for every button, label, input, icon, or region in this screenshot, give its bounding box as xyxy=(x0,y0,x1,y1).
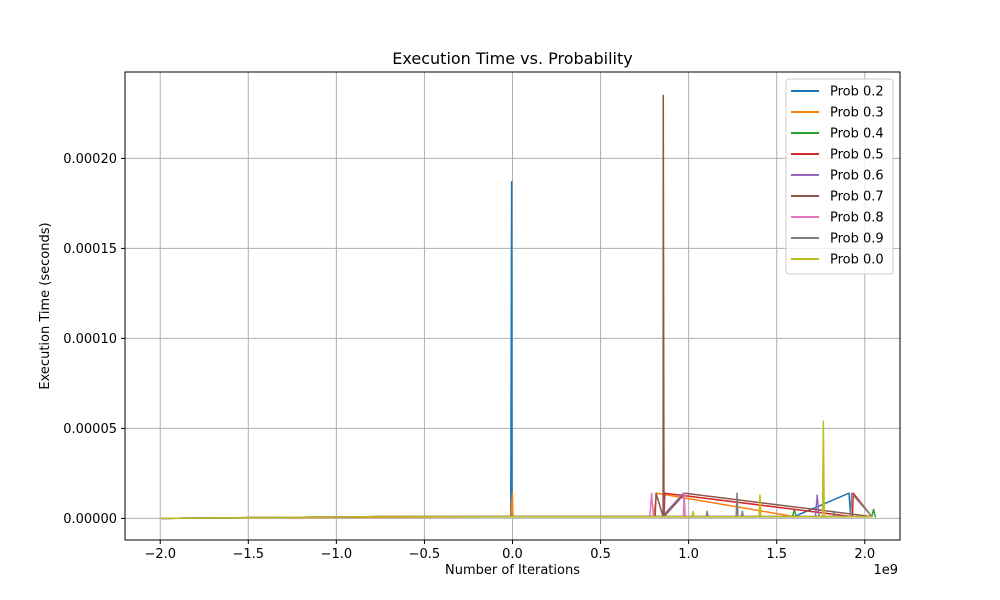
x-tick-label: 0.0 xyxy=(502,547,523,562)
legend-entry-label: Prob 0.8 xyxy=(830,211,884,226)
series-line-prob-00 xyxy=(161,420,873,520)
y-tick-label: 0.00000 xyxy=(63,512,117,527)
legend-entry-label: Prob 0.9 xyxy=(830,232,884,247)
x-tick-label: 0.5 xyxy=(590,547,611,562)
y-tick-label: 0.00015 xyxy=(63,242,117,257)
x-tick-label: −2.0 xyxy=(144,547,176,562)
y-tick-label: 0.00005 xyxy=(63,422,117,437)
legend-entry-label: Prob 0.7 xyxy=(830,190,884,205)
x-tick-label: −0.5 xyxy=(409,547,441,562)
x-tick-label: −1.0 xyxy=(321,547,353,562)
y-tick-label: 0.00020 xyxy=(63,152,117,167)
legend-entry-label: Prob 0.5 xyxy=(830,148,884,163)
legend-entry-label: Prob 0.4 xyxy=(830,127,884,142)
x-axis-offset-label: 1e9 xyxy=(873,563,898,578)
chart-title: Execution Time vs. Probability xyxy=(392,49,632,68)
x-tick-label: 1.0 xyxy=(678,547,699,562)
y-axis-label: Execution Time (seconds) xyxy=(38,222,53,389)
legend-entry-label: Prob 0.0 xyxy=(830,253,884,268)
x-tick-label: 2.0 xyxy=(854,547,875,562)
legend: Prob 0.2 Prob 0.3 Prob 0.4 Prob 0.5 Prob 0.6… xyxy=(785,78,894,275)
x-axis-label: Number of Iterations xyxy=(445,563,580,578)
y-tick-label: 0.00010 xyxy=(63,332,117,347)
series-layer xyxy=(161,94,877,520)
x-tick-label: −1.5 xyxy=(233,547,265,562)
tick-layer: −2.0 −1.5 −1.0 −0.5 0.0 0.5 1.0 1.5 2.0 0.00000 0.… xyxy=(63,152,875,562)
legend-entry-label: Prob 0.2 xyxy=(830,85,884,100)
legend-box xyxy=(785,78,894,275)
legend-entry-label: Prob 0.3 xyxy=(830,106,884,121)
x-tick-label: 1.5 xyxy=(766,547,787,562)
legend-entry-label: Prob 0.6 xyxy=(830,169,884,184)
